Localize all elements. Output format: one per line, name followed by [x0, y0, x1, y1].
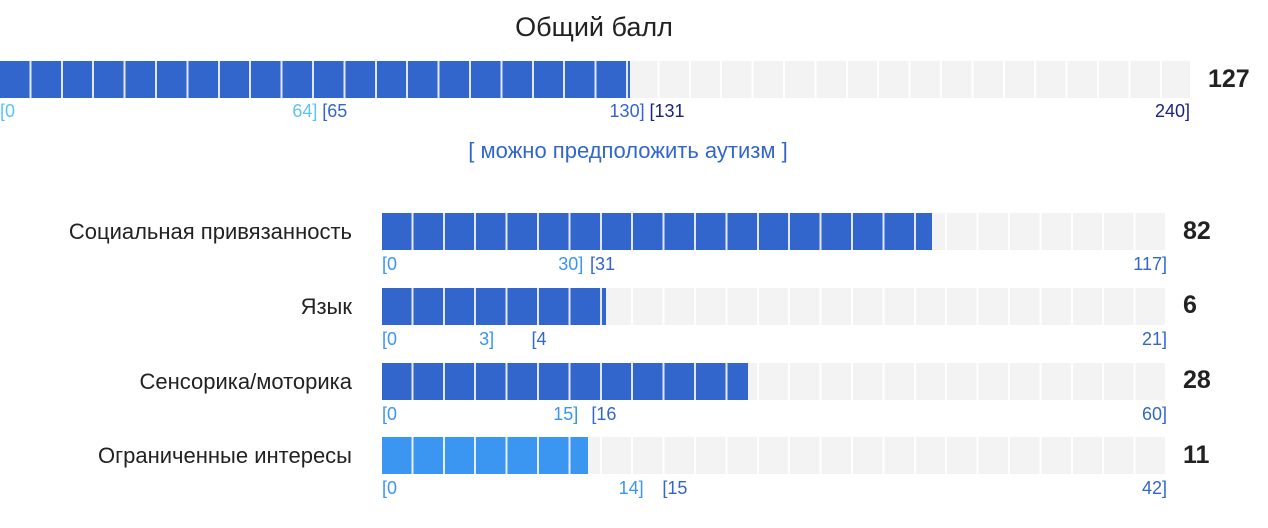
subscale-name: Социальная привязанность [68, 219, 352, 244]
subscale-name: Ограниченные интересы [98, 443, 352, 469]
scale-label: [15 [662, 478, 688, 499]
scale-label: 30] [558, 254, 584, 274]
scale-label: 3] [479, 328, 495, 349]
scale-label: 15] [553, 403, 579, 424]
gauge-value: 6 [1183, 291, 1197, 320]
scale-label: 14] [618, 478, 644, 499]
verdict: [ можно предположить аутизм ] [468, 138, 788, 163]
gauge-bar [382, 213, 933, 250]
subscale-name: Сенсорика/моторика [139, 368, 352, 394]
scale-label: [16 [591, 403, 617, 424]
gauge-value: 11 [1183, 440, 1210, 469]
gauge-value: 28 [1183, 366, 1211, 395]
gauge-value: 127 [1208, 64, 1250, 93]
scale-label: 60] [1141, 403, 1167, 424]
gauge-track [382, 287, 1167, 325]
scale-label: 117] [1133, 254, 1167, 274]
subscale-name: Язык [300, 293, 352, 319]
gauge-bar [382, 437, 588, 475]
scale-label: [0 [382, 403, 398, 424]
scale-label: 21] [1141, 328, 1167, 349]
gauge-track [382, 362, 1167, 400]
gauge-value: 82 [1183, 216, 1211, 245]
scale-label: 240] [1154, 101, 1190, 121]
title: Общий балл [515, 12, 673, 42]
gauge-bar [0, 61, 630, 98]
scale-label: [31 [589, 254, 616, 274]
gauge-track [382, 437, 1167, 475]
scale-label: 130] [609, 101, 645, 121]
scale-label: [65 [322, 101, 348, 121]
gauge-track [0, 61, 1190, 98]
scale-label: [0 [0, 101, 16, 121]
gauge-bar [382, 287, 607, 325]
scale-label: 42] [1141, 478, 1167, 499]
scale-label: [0 [382, 478, 398, 499]
scale-label: [131 [649, 101, 685, 121]
scale-label: [4 [531, 328, 547, 349]
gauge-bar [382, 362, 749, 400]
scale-label: [0 [382, 328, 398, 349]
scale-label: 64] [292, 101, 318, 121]
gauge-track [382, 213, 1167, 250]
scale-label: [0 [382, 254, 398, 274]
